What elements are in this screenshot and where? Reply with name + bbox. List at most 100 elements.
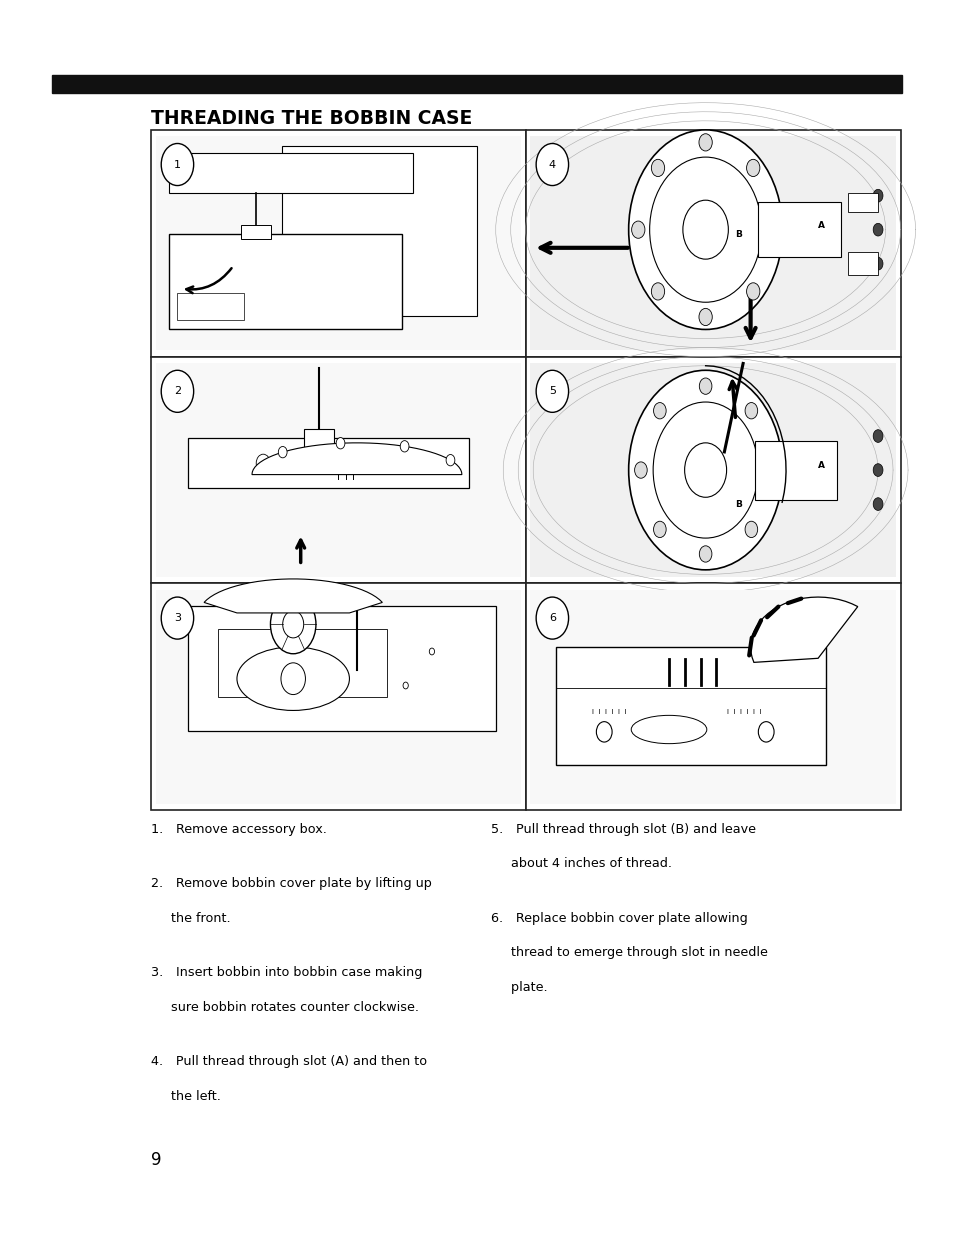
Circle shape xyxy=(684,443,726,497)
Text: 5. Pull thread through slot (B) and leave: 5. Pull thread through slot (B) and leav… xyxy=(491,823,756,836)
Bar xyxy=(847,193,877,212)
Circle shape xyxy=(746,160,760,177)
Text: the front.: the front. xyxy=(151,912,230,925)
Text: 1: 1 xyxy=(173,160,181,169)
Text: 4. Pull thread through slot (A) and then to: 4. Pull thread through slot (A) and then… xyxy=(151,1055,426,1069)
Circle shape xyxy=(763,461,776,479)
Bar xyxy=(151,584,525,810)
Circle shape xyxy=(402,682,408,689)
Text: 6: 6 xyxy=(548,614,556,623)
Text: l  l  l  l  l  l: l l l l l l xyxy=(592,709,626,715)
Circle shape xyxy=(653,521,665,538)
Circle shape xyxy=(634,461,646,479)
Text: THREADING THE BOBBIN CASE: THREADING THE BOBBIN CASE xyxy=(151,109,472,127)
Bar xyxy=(530,590,895,804)
Circle shape xyxy=(631,221,644,239)
Text: thread to emerge through slot in needle: thread to emerge through slot in needle xyxy=(491,946,767,960)
Circle shape xyxy=(872,224,882,236)
Circle shape xyxy=(653,402,665,419)
Circle shape xyxy=(429,648,435,654)
Bar xyxy=(530,136,895,350)
Text: A: A xyxy=(818,461,824,470)
Bar xyxy=(155,590,520,804)
Circle shape xyxy=(282,611,303,638)
Polygon shape xyxy=(204,579,382,614)
Circle shape xyxy=(161,597,193,640)
Bar xyxy=(170,152,413,193)
Circle shape xyxy=(161,143,193,186)
Circle shape xyxy=(872,497,882,511)
Text: 4: 4 xyxy=(548,160,556,169)
Bar xyxy=(240,225,271,239)
Text: about 4 inches of thread.: about 4 inches of thread. xyxy=(491,857,672,871)
Circle shape xyxy=(628,130,781,329)
Circle shape xyxy=(446,454,455,466)
Circle shape xyxy=(161,370,193,412)
Bar xyxy=(525,356,900,584)
Text: A: A xyxy=(818,220,824,230)
Circle shape xyxy=(699,134,712,151)
Circle shape xyxy=(653,402,758,538)
Circle shape xyxy=(536,143,568,186)
Bar xyxy=(188,438,469,489)
Circle shape xyxy=(651,160,664,177)
Ellipse shape xyxy=(631,715,706,743)
Circle shape xyxy=(699,308,712,325)
Bar xyxy=(188,606,496,731)
Circle shape xyxy=(400,440,409,452)
Bar xyxy=(758,203,840,257)
Text: l  l  l  l  l  l: l l l l l l xyxy=(726,709,761,715)
Circle shape xyxy=(628,370,781,570)
Circle shape xyxy=(536,370,568,412)
Text: 2: 2 xyxy=(173,386,181,396)
Circle shape xyxy=(699,379,711,395)
Bar xyxy=(151,130,525,356)
Circle shape xyxy=(682,200,727,260)
Circle shape xyxy=(256,454,270,473)
Text: the left.: the left. xyxy=(151,1090,220,1103)
Bar xyxy=(754,440,836,500)
Text: B: B xyxy=(735,230,741,239)
Circle shape xyxy=(744,402,757,419)
Circle shape xyxy=(758,721,773,742)
Circle shape xyxy=(746,283,760,301)
Text: 3. Insert bobbin into bobbin case making: 3. Insert bobbin into bobbin case making xyxy=(151,966,421,980)
Circle shape xyxy=(872,429,882,443)
Text: sure bobbin rotates counter clockwise.: sure bobbin rotates counter clockwise. xyxy=(151,1001,418,1014)
Circle shape xyxy=(649,157,760,302)
Text: 9: 9 xyxy=(151,1150,161,1169)
Circle shape xyxy=(651,283,664,301)
Circle shape xyxy=(281,663,305,695)
Bar xyxy=(555,647,824,764)
Text: 2. Remove bobbin cover plate by lifting up: 2. Remove bobbin cover plate by lifting … xyxy=(151,877,431,891)
Circle shape xyxy=(596,721,612,742)
Circle shape xyxy=(536,597,568,640)
Text: 3: 3 xyxy=(173,614,181,623)
Circle shape xyxy=(744,521,757,538)
Polygon shape xyxy=(252,443,461,475)
Circle shape xyxy=(872,257,882,270)
FancyArrowPatch shape xyxy=(186,268,232,293)
Circle shape xyxy=(335,438,345,449)
Bar xyxy=(847,252,877,275)
Bar xyxy=(52,75,901,93)
Circle shape xyxy=(872,464,882,476)
Polygon shape xyxy=(750,597,857,662)
Bar xyxy=(155,136,520,350)
Text: plate.: plate. xyxy=(491,981,547,995)
Bar xyxy=(304,429,335,448)
Bar xyxy=(155,362,520,578)
Bar xyxy=(525,130,900,356)
Text: 6. Replace bobbin cover plate allowing: 6. Replace bobbin cover plate allowing xyxy=(491,912,747,925)
Ellipse shape xyxy=(236,647,349,710)
Bar xyxy=(177,293,244,320)
Circle shape xyxy=(271,595,315,654)
Bar xyxy=(530,362,895,578)
Circle shape xyxy=(278,447,287,458)
Bar xyxy=(170,234,401,329)
Bar xyxy=(525,584,900,810)
Bar xyxy=(282,146,476,315)
Text: B: B xyxy=(735,500,741,508)
Circle shape xyxy=(765,221,779,239)
Bar xyxy=(758,212,818,247)
